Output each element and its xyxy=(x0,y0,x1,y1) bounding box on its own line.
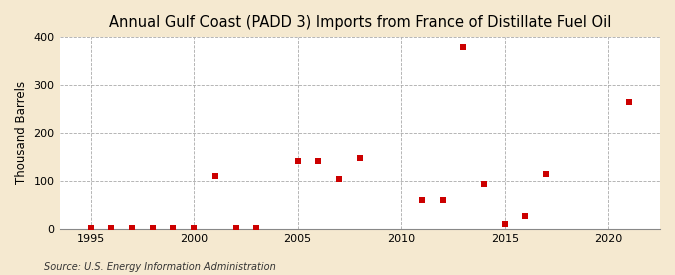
Point xyxy=(251,226,262,230)
Point xyxy=(189,226,200,230)
Point xyxy=(209,174,220,178)
Point xyxy=(292,159,303,164)
Point xyxy=(458,45,468,50)
Point xyxy=(520,213,531,218)
Title: Annual Gulf Coast (PADD 3) Imports from France of Distillate Fuel Oil: Annual Gulf Coast (PADD 3) Imports from … xyxy=(109,15,611,30)
Point xyxy=(85,226,96,230)
Point xyxy=(168,226,179,230)
Point xyxy=(147,226,158,230)
Point xyxy=(624,100,634,105)
Point xyxy=(230,226,241,230)
Point xyxy=(313,159,324,164)
Point xyxy=(500,222,510,226)
Point xyxy=(437,198,448,202)
Point xyxy=(416,198,427,202)
Y-axis label: Thousand Barrels: Thousand Barrels xyxy=(15,81,28,184)
Point xyxy=(479,182,489,186)
Point xyxy=(127,226,138,230)
Point xyxy=(106,226,117,230)
Point xyxy=(541,172,551,176)
Text: Source: U.S. Energy Information Administration: Source: U.S. Energy Information Administ… xyxy=(44,262,275,272)
Point xyxy=(333,177,344,182)
Point xyxy=(354,155,365,160)
